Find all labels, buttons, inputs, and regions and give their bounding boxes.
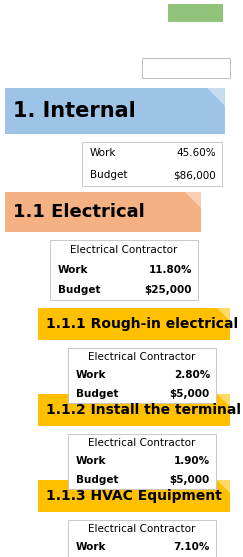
Text: 2.80%: 2.80% (174, 370, 210, 380)
FancyBboxPatch shape (38, 308, 230, 340)
Text: Budget: Budget (58, 285, 101, 295)
Text: Work: Work (90, 148, 116, 158)
Text: Budget: Budget (76, 475, 119, 485)
Text: Budget: Budget (90, 170, 128, 180)
Text: 45.60%: 45.60% (176, 148, 216, 158)
Text: $25,000: $25,000 (145, 285, 192, 295)
Text: Electrical Contractor: Electrical Contractor (88, 438, 196, 448)
Text: Electrical Contractor: Electrical Contractor (88, 524, 196, 534)
Text: 1.90%: 1.90% (174, 457, 210, 467)
Text: 1.1.1 Rough-in electrical: 1.1.1 Rough-in electrical (46, 317, 238, 331)
FancyBboxPatch shape (5, 88, 225, 134)
FancyBboxPatch shape (82, 142, 222, 186)
FancyBboxPatch shape (5, 192, 201, 232)
Polygon shape (217, 394, 230, 407)
Text: 1.1.2 Install the terminal: 1.1.2 Install the terminal (46, 403, 241, 417)
FancyBboxPatch shape (50, 240, 198, 300)
FancyBboxPatch shape (142, 58, 230, 78)
Text: $5,000: $5,000 (170, 389, 210, 399)
FancyBboxPatch shape (38, 480, 230, 512)
Text: Electrical Contractor: Electrical Contractor (88, 352, 196, 362)
Text: Work: Work (76, 370, 106, 380)
Text: 1. Internal: 1. Internal (13, 101, 136, 121)
Text: Budget: Budget (76, 389, 119, 399)
Text: $86,000: $86,000 (173, 170, 216, 180)
Polygon shape (217, 308, 230, 321)
FancyBboxPatch shape (168, 4, 223, 22)
Text: Electrical Contractor: Electrical Contractor (70, 245, 178, 255)
Text: $5,000: $5,000 (170, 475, 210, 485)
Text: 11.80%: 11.80% (148, 265, 192, 275)
FancyBboxPatch shape (68, 520, 216, 557)
Text: Work: Work (58, 265, 88, 275)
FancyBboxPatch shape (68, 434, 216, 489)
Polygon shape (207, 88, 225, 106)
Polygon shape (217, 480, 230, 493)
Text: 1.1.3 HVAC Equipment: 1.1.3 HVAC Equipment (46, 489, 222, 503)
Text: 7.10%: 7.10% (174, 543, 210, 553)
Text: 1.1 Electrical: 1.1 Electrical (13, 203, 145, 221)
FancyBboxPatch shape (38, 394, 230, 426)
Text: Work: Work (76, 543, 106, 553)
Polygon shape (185, 192, 201, 208)
Text: Work: Work (76, 457, 106, 467)
FancyBboxPatch shape (68, 348, 216, 403)
